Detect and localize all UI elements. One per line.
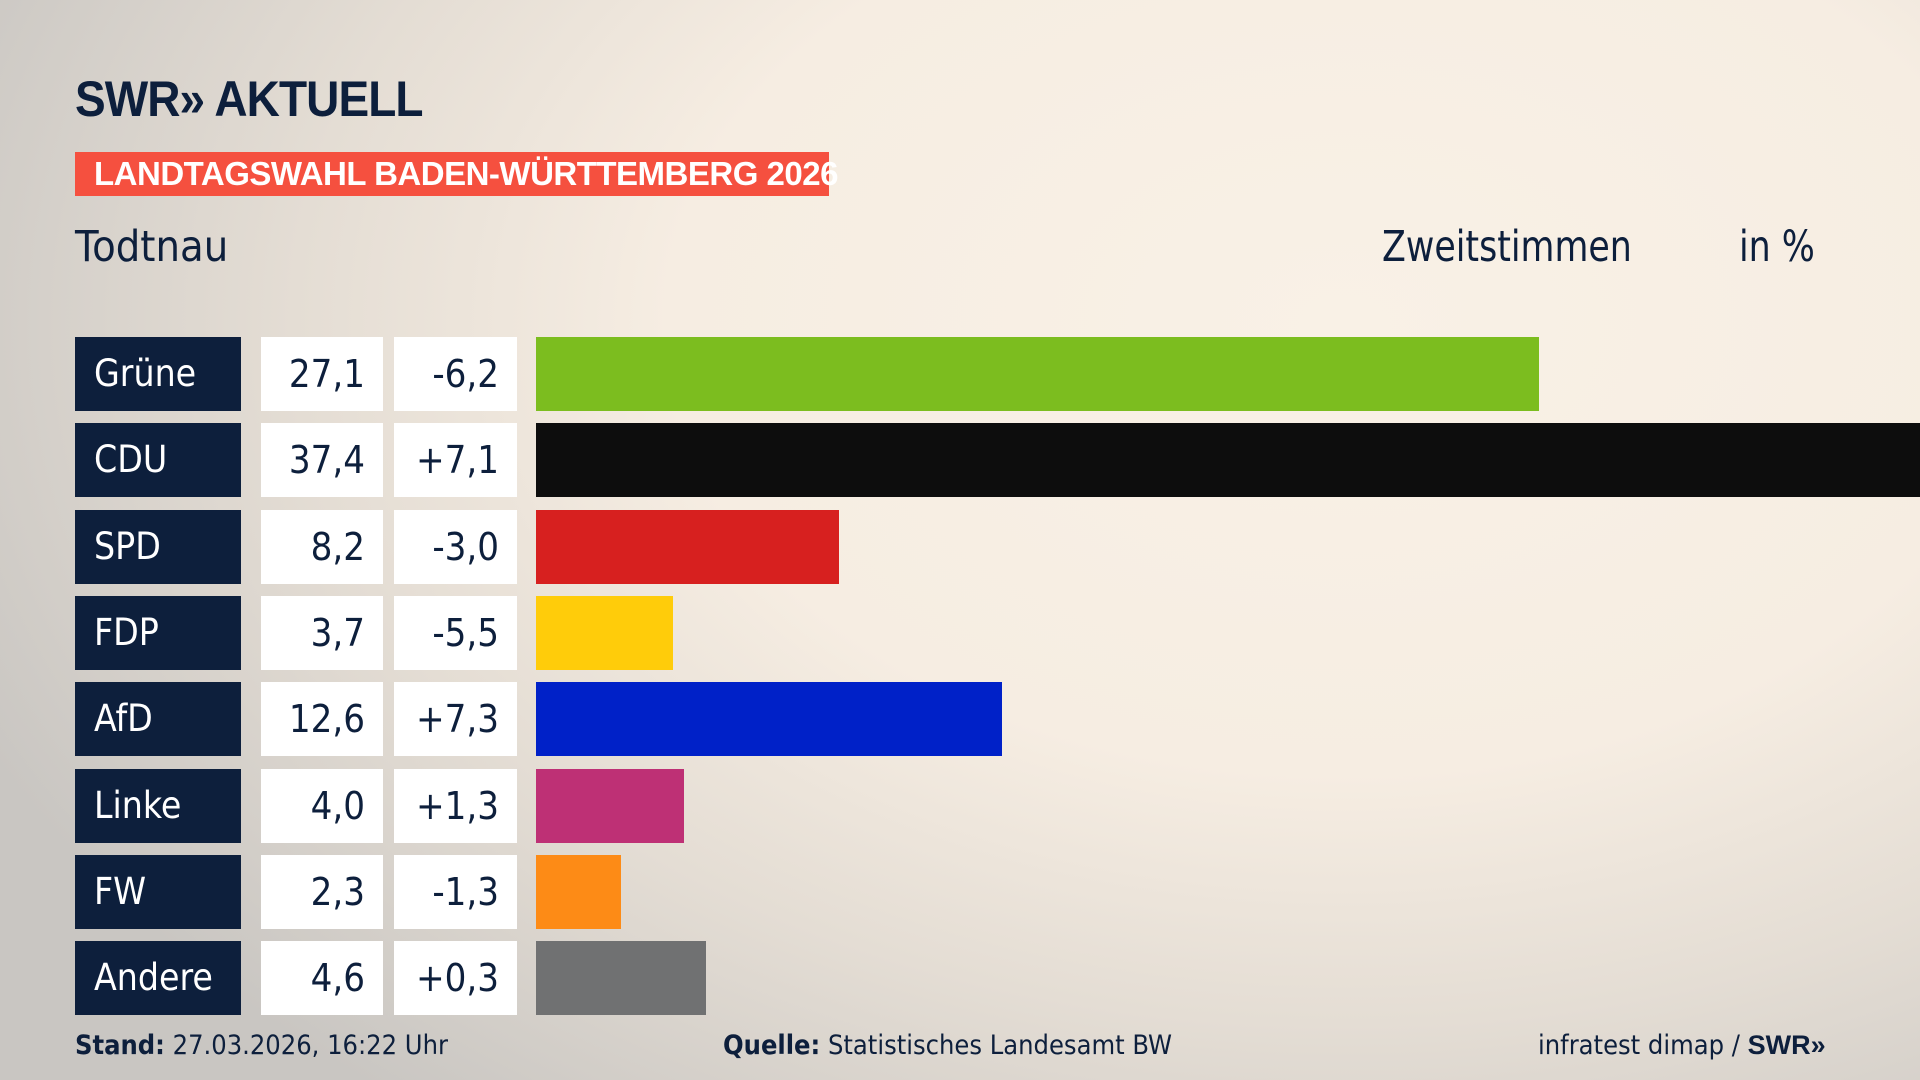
value-label: 12,6 xyxy=(261,682,383,757)
party-label: FDP xyxy=(75,595,241,670)
bar xyxy=(536,768,685,843)
timestamp: Stand: 27.03.2026, 16:22 Uhr xyxy=(75,1030,448,1061)
party-label: AfD xyxy=(75,682,241,757)
value-label: 3,7 xyxy=(261,595,383,670)
chart-row-grüne: Grüne 27,1 -6,2 xyxy=(75,337,1875,411)
bar xyxy=(536,595,673,670)
value-label: 2,3 xyxy=(261,854,383,929)
chart-row-andere: Andere 4,6 +0,3 xyxy=(75,941,1875,1016)
bar xyxy=(536,337,1539,411)
bar xyxy=(536,941,707,1016)
chart-row-fdp: FDP 3,7 -5,5 xyxy=(75,595,1875,670)
diff-label: +0,3 xyxy=(394,941,517,1016)
diff-label: -3,0 xyxy=(394,509,517,584)
value-label: 27,1 xyxy=(261,337,383,411)
party-label: SPD xyxy=(75,509,241,584)
source-label: Quelle: xyxy=(723,1030,821,1061)
bar xyxy=(536,854,622,929)
diff-label: +7,1 xyxy=(394,423,517,498)
diff-label: -6,2 xyxy=(394,337,517,411)
value-label: 4,6 xyxy=(261,941,383,1016)
bar xyxy=(536,423,1920,498)
stand-value: 27.03.2026, 16:22 Uhr xyxy=(172,1030,448,1061)
bar xyxy=(536,509,840,584)
source-value: Statistisches Landesamt BW xyxy=(827,1030,1173,1061)
party-label: Andere xyxy=(75,941,241,1016)
credit-text: infratest dimap / xyxy=(1538,1030,1748,1061)
chart-row-fw: FW 2,3 -1,3 xyxy=(75,854,1875,929)
diff-label: +7,3 xyxy=(394,682,517,757)
value-label: 37,4 xyxy=(261,423,383,498)
party-label: Linke xyxy=(75,768,241,843)
unit-label: in % xyxy=(1739,222,1815,272)
diff-label: +1,3 xyxy=(394,768,517,843)
party-label: FW xyxy=(75,854,241,929)
value-label: 8,2 xyxy=(261,509,383,584)
swr-logo: SWR» xyxy=(1747,1030,1826,1060)
election-banner: LANDTAGSWAHL BADEN-WÜRTTEMBERG 2026 xyxy=(75,152,838,196)
credit: infratest dimap / SWR» xyxy=(1538,1030,1826,1061)
page-title: Todtnau xyxy=(75,222,229,272)
chart-row-afd: AfD 12,6 +7,3 xyxy=(75,682,1875,757)
swr-aktuell-logo: SWR» AKTUELL xyxy=(75,71,423,127)
stand-label: Stand: xyxy=(75,1030,165,1061)
measure-label: Zweitstimmen xyxy=(1382,222,1632,272)
value-label: 4,0 xyxy=(261,768,383,843)
diff-label: -5,5 xyxy=(394,595,517,670)
party-label: Grüne xyxy=(75,337,241,411)
bar xyxy=(536,682,1003,757)
chart-row-spd: SPD 8,2 -3,0 xyxy=(75,509,1875,584)
diff-label: -1,3 xyxy=(394,854,517,929)
source: Quelle: Statistisches Landesamt BW xyxy=(723,1030,1172,1061)
party-label: CDU xyxy=(75,423,241,498)
chart-row-linke: Linke 4,0 +1,3 xyxy=(75,768,1875,843)
chart-row-cdu: CDU 37,4 +7,1 xyxy=(75,423,1920,498)
